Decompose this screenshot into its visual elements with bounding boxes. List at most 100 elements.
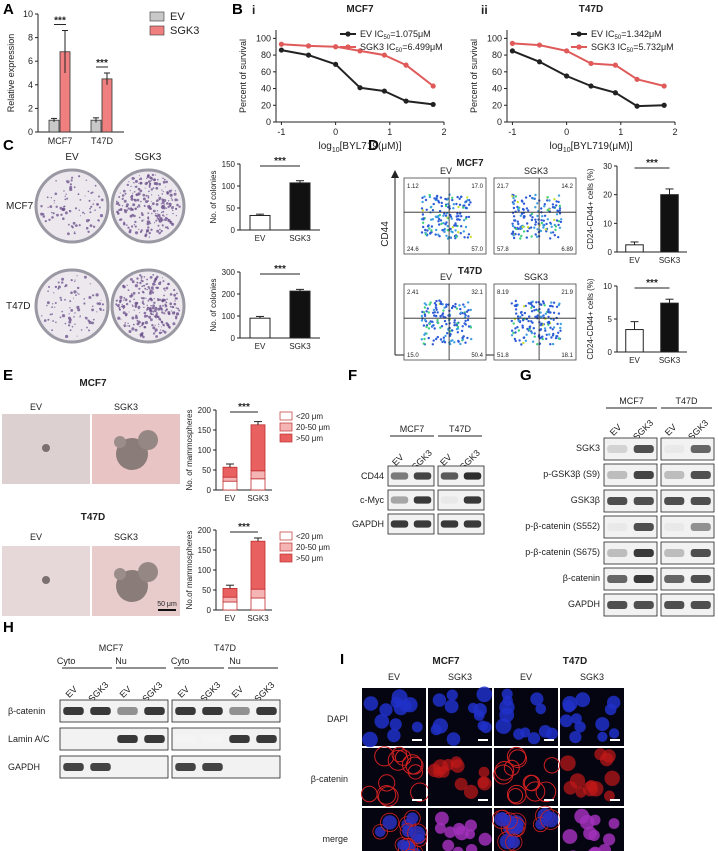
colony [175, 297, 177, 299]
colony [154, 277, 158, 280]
band-label: β-catenin [8, 706, 45, 716]
event [557, 220, 560, 223]
y-tick-label: 0 [231, 334, 236, 343]
colony [142, 297, 145, 300]
colony [159, 281, 162, 284]
event [551, 206, 555, 209]
event [445, 234, 448, 237]
colony [129, 294, 133, 298]
colony [65, 334, 69, 339]
merged-cell [465, 844, 478, 851]
panel-c: EV SGK3 MCF7 T47D 0 50 100 150 No. of colonies EV… [6, 152, 320, 351]
colony [76, 275, 78, 277]
event [522, 202, 526, 205]
event [514, 195, 518, 198]
colony [91, 321, 94, 325]
group-label: T47D [214, 643, 237, 653]
colony [84, 195, 86, 197]
data-point [333, 61, 339, 67]
nucleus [432, 718, 448, 734]
colony [117, 316, 121, 320]
flow-frame [493, 177, 577, 255]
merged-cell [478, 832, 492, 846]
y-tick-label: 0 [608, 348, 613, 357]
colony [64, 298, 66, 301]
event [517, 233, 520, 236]
band [90, 763, 111, 771]
colony [70, 309, 74, 312]
colony [153, 298, 155, 300]
colony [52, 212, 55, 215]
colony [57, 285, 61, 289]
column-label: EV [520, 672, 532, 682]
membrane [503, 759, 520, 776]
data-point [357, 48, 363, 54]
bar [289, 290, 311, 339]
event [440, 222, 443, 225]
colony [155, 214, 159, 218]
membrane [380, 812, 400, 833]
y-tick-label: 5 [608, 315, 613, 324]
x-tick-label: SGK3 [247, 614, 269, 623]
event [542, 219, 545, 222]
colony [73, 297, 74, 299]
event [423, 195, 426, 198]
colony [60, 299, 63, 301]
y-axis-label: CD24-CD44+ cells (%) [586, 278, 595, 359]
colony [178, 309, 181, 312]
colony [133, 214, 136, 218]
colony [59, 316, 62, 319]
y-tick-label: 100 [222, 182, 236, 191]
column-label-sgk3: SGK3 [135, 152, 162, 163]
data-point [634, 76, 640, 82]
event [540, 221, 544, 225]
event [525, 236, 528, 239]
colony [118, 306, 121, 309]
merged-cell [406, 812, 419, 825]
colony [137, 305, 141, 309]
colony [159, 304, 162, 308]
colony [150, 286, 154, 290]
colony [131, 316, 135, 320]
colony [55, 205, 58, 208]
event [547, 308, 550, 312]
colony [173, 302, 177, 306]
membrane [523, 774, 541, 792]
colony [72, 221, 76, 225]
event [431, 311, 435, 314]
band [690, 445, 711, 453]
y-tick-label: 6 [28, 56, 33, 66]
event [512, 196, 515, 200]
colony [157, 178, 159, 181]
event [544, 329, 547, 332]
legend-marker [345, 31, 351, 37]
colony [57, 287, 60, 290]
colony [140, 200, 142, 203]
colony [162, 190, 164, 193]
event [520, 234, 523, 238]
colony [55, 180, 57, 182]
colony [147, 205, 149, 208]
event [425, 325, 428, 329]
event [467, 309, 470, 312]
colony [155, 335, 159, 338]
colony [169, 293, 173, 296]
colony [142, 335, 145, 339]
event [512, 202, 515, 205]
colony [158, 325, 160, 327]
legend-label: <20 μm [296, 532, 323, 541]
colony [138, 228, 140, 230]
band [607, 601, 628, 609]
legend-swatch [279, 553, 293, 563]
event [456, 195, 459, 199]
event [510, 319, 513, 323]
colony [137, 292, 140, 294]
colony [148, 205, 152, 209]
colony [126, 183, 129, 187]
colony [57, 281, 60, 284]
colony [134, 199, 137, 202]
event [539, 229, 543, 233]
nucleus [363, 696, 379, 711]
event [423, 337, 426, 341]
